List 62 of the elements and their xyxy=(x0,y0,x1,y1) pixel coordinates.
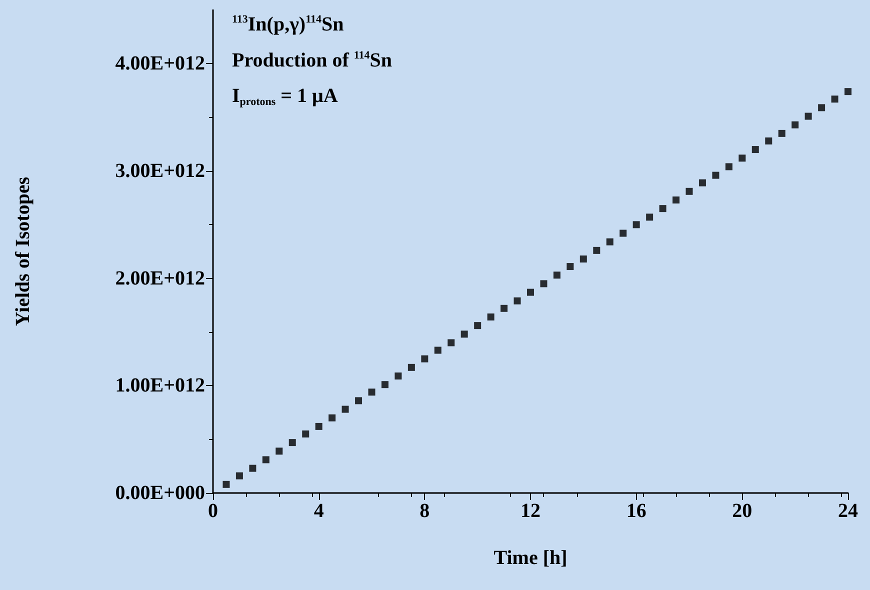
point xyxy=(421,355,428,362)
point xyxy=(831,96,838,103)
x-tick-label: 8 xyxy=(420,500,430,522)
point xyxy=(342,406,349,413)
point xyxy=(262,456,270,464)
point xyxy=(593,246,600,254)
y-tick-label: 0.00E+000 xyxy=(115,482,205,504)
point xyxy=(394,372,402,380)
point xyxy=(222,480,230,488)
point xyxy=(659,205,666,212)
point xyxy=(460,330,468,338)
point xyxy=(236,472,243,480)
x-tick-label: 16 xyxy=(626,500,646,522)
x-tick-label: 12 xyxy=(520,500,540,522)
point xyxy=(844,88,852,96)
point xyxy=(738,154,746,162)
point xyxy=(249,464,256,472)
point xyxy=(765,137,772,144)
point xyxy=(368,388,376,396)
point xyxy=(818,104,826,112)
y-tick-label: 2.00E+012 xyxy=(115,267,205,290)
y-tick-label: 4.00E+012 xyxy=(115,52,205,75)
point xyxy=(302,430,310,438)
x-tick-label: 4 xyxy=(314,500,324,522)
y-axis-title: Yields of Isotopes xyxy=(12,176,34,326)
point xyxy=(500,304,508,312)
point xyxy=(686,188,693,195)
point xyxy=(487,313,494,320)
x-axis-title: Time [h] xyxy=(494,547,568,569)
point xyxy=(434,346,442,354)
point xyxy=(474,322,482,330)
point xyxy=(778,130,786,137)
point xyxy=(514,297,521,304)
x-tick-label: 0 xyxy=(208,500,218,522)
x-tick-label: 20 xyxy=(732,500,752,522)
y-tick-label: 3.00E+012 xyxy=(115,160,205,182)
point xyxy=(698,179,706,186)
x-tick-label: 24 xyxy=(838,500,858,522)
point xyxy=(328,414,336,422)
point xyxy=(804,112,812,120)
point xyxy=(381,381,388,388)
point xyxy=(725,163,732,170)
point xyxy=(355,397,362,404)
point xyxy=(752,146,759,154)
point xyxy=(632,221,640,228)
y-tick-label: 1.00E+012 xyxy=(115,374,205,397)
point xyxy=(566,263,574,270)
point xyxy=(792,121,799,128)
point xyxy=(606,238,614,246)
point xyxy=(408,364,415,371)
point xyxy=(646,214,654,221)
point xyxy=(540,280,548,288)
point xyxy=(315,422,322,430)
point xyxy=(448,339,455,346)
point xyxy=(712,172,720,179)
point xyxy=(288,439,296,446)
point xyxy=(276,448,283,455)
point xyxy=(527,288,534,296)
point xyxy=(553,272,560,279)
point xyxy=(620,230,627,237)
point xyxy=(672,196,680,204)
point xyxy=(580,256,587,263)
